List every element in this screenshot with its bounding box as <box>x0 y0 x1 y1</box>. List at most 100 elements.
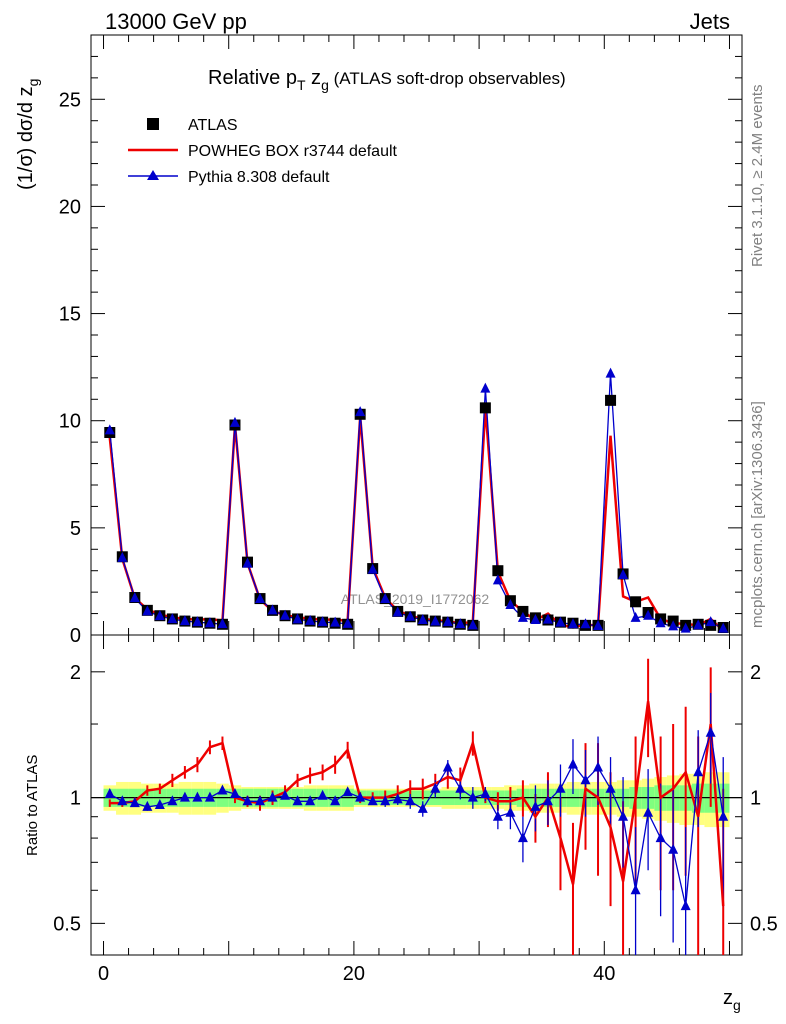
pythia-point <box>117 551 128 562</box>
main-ytick-label: 20 <box>59 196 81 218</box>
pythia-ratio-point <box>355 791 366 802</box>
pythia-point <box>305 614 316 625</box>
pythia-ratio-point <box>267 791 278 802</box>
main-ytick-label: 5 <box>70 518 81 540</box>
pythia-point <box>317 616 328 627</box>
x-axis-label: zg <box>723 987 741 1013</box>
legend-atlas-label: ATLAS <box>188 117 238 134</box>
pythia-ratio-point <box>455 782 466 793</box>
pythia-ratio-point <box>192 791 203 802</box>
pythia-ratio-point <box>292 795 303 806</box>
pythia-point <box>167 613 178 624</box>
pythia-ratio-point <box>280 789 291 800</box>
main-ylabel-text: (1/σ) dσ/d z <box>15 86 37 190</box>
pythia-ratio-point <box>217 784 228 795</box>
rivet-side-label: Rivet 3.1.10, ≥ 2.4M events <box>749 85 766 268</box>
atlas-point <box>517 605 529 617</box>
pythia-ratio-point <box>567 758 578 769</box>
pythia-point <box>480 382 491 393</box>
pythia-ratio-point <box>305 795 316 806</box>
title-main: Relative p <box>208 67 297 89</box>
pythia-ratio-point <box>255 795 266 806</box>
main-axis-ticks: 0 5 10 15 20 25 <box>59 35 742 647</box>
ratio-ylabel: Ratio to ATLAS <box>24 755 41 856</box>
pythia-ratio-point <box>580 774 591 785</box>
pythia-point <box>342 617 353 628</box>
pythia-point <box>367 563 378 574</box>
pythia-ratio-point <box>367 795 378 806</box>
ratio-ytick-label: 0.5 <box>53 913 81 935</box>
pythia-point <box>405 610 416 621</box>
pythia-point <box>430 615 441 626</box>
pythia-ratio-point <box>593 761 604 772</box>
pythia-ratio-point <box>229 788 240 799</box>
pythia-ratio-point <box>605 782 616 793</box>
xtick-label: 20 <box>343 963 365 985</box>
pythia-point <box>455 618 466 629</box>
xlabel-sub: g <box>733 997 741 1013</box>
pythia-ratio-point <box>705 726 716 737</box>
pythia-ratio-point <box>542 795 553 806</box>
pythia-point <box>355 406 366 417</box>
pythia-point <box>605 367 616 378</box>
pythia-point <box>380 593 391 603</box>
pythia-point <box>580 618 591 629</box>
pythia-ratio-point <box>179 791 190 802</box>
pythia-ratio-point <box>668 843 679 854</box>
pythia-ratio-point <box>492 810 503 821</box>
legend-pythia-marker <box>147 170 159 180</box>
ratio-ytick-label-right: 0.5 <box>750 913 778 935</box>
ratio-series-group <box>104 658 729 955</box>
pythia-ratio-point <box>430 782 441 793</box>
pythia-ratio-point <box>643 806 654 817</box>
pythia-point <box>542 613 553 624</box>
powheg-ratio-line <box>109 701 725 907</box>
main-ytick-label: 25 <box>59 89 81 111</box>
xtick-label: 0 <box>98 963 109 985</box>
pythia-point <box>255 593 266 603</box>
main-ylabel: (1/σ) dσ/d zg <box>15 79 41 190</box>
main-ytick-label: 10 <box>59 411 81 433</box>
pythia-point <box>242 557 253 568</box>
atlas-point <box>605 394 617 406</box>
legend-powheg-label: POWHEG BOX r3744 default <box>188 143 398 160</box>
ratio-panel-frame <box>90 634 743 956</box>
legend: ATLAS POWHEG BOX r3744 default Pythia 8.… <box>128 117 398 186</box>
pythia-point <box>417 614 428 624</box>
title-sub: T <box>297 77 306 93</box>
pythia-point <box>567 618 578 629</box>
pythia-point <box>392 606 403 617</box>
pythia-point <box>179 615 190 626</box>
title-rest: (ATLAS soft-drop observables) <box>329 69 566 88</box>
ratio-ytick-label-right: 2 <box>750 662 761 684</box>
pythia-ratio-point <box>405 795 416 806</box>
pythia-ratio-point <box>242 795 253 806</box>
atlas-point <box>492 565 504 577</box>
pythia-point <box>705 616 716 627</box>
pythia-point <box>530 614 541 624</box>
ratio-ytick-label-right: 1 <box>750 788 761 810</box>
pythia-point <box>280 609 291 620</box>
title-var: z <box>306 67 322 89</box>
pythia-point <box>643 609 654 620</box>
chart-title: Relative pT zg (ATLAS soft-drop observab… <box>208 67 566 93</box>
pythia-point <box>718 622 729 633</box>
main-ytick-label: 0 <box>70 625 81 647</box>
header-left: 13000 GeV pp <box>105 9 247 34</box>
pythia-point <box>467 619 478 630</box>
pythia-point <box>104 424 115 435</box>
legend-pythia-label: Pythia 8.308 default <box>188 169 330 186</box>
pythia-ratio-point <box>480 788 491 799</box>
pythia-point <box>492 574 503 585</box>
pythia-ratio-point <box>380 795 391 806</box>
pythia-point <box>693 619 704 630</box>
pythia-point <box>129 592 140 603</box>
main-ytick-label: 15 <box>59 304 81 326</box>
pythia-point <box>217 618 228 629</box>
pythia-ratio-point <box>142 800 153 811</box>
xlabel-text: z <box>723 987 733 1009</box>
pythia-ratio-point <box>117 795 128 806</box>
pythia-point <box>142 605 153 616</box>
legend-atlas-marker <box>147 118 159 130</box>
